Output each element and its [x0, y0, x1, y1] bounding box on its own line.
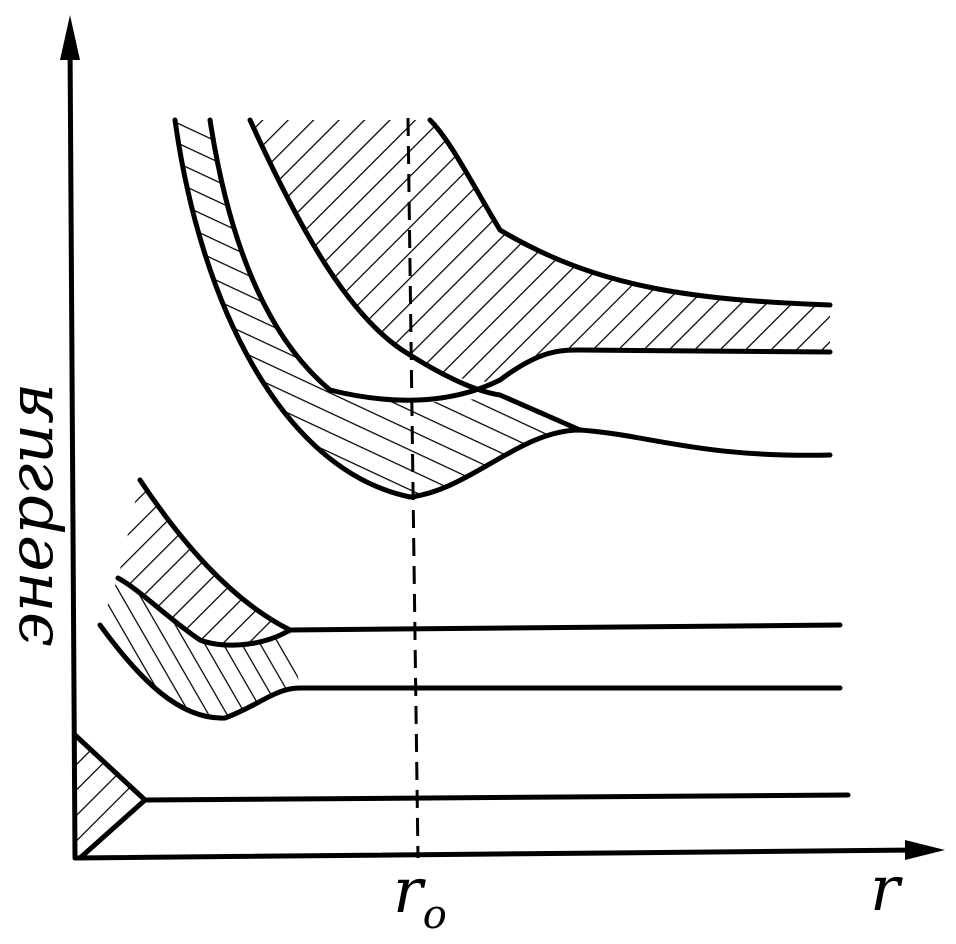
curve: [72, 732, 851, 861]
band-2: [250, 120, 830, 382]
hatched-regions: [75, 120, 830, 858]
curve: [97, 622, 843, 721]
curve: [247, 117, 583, 433]
y-axis: [67, 37, 78, 861]
curve: [115, 575, 843, 648]
axes: [60, 15, 945, 861]
x-axis-label: r: [870, 852, 903, 925]
band-edges: [72, 117, 851, 861]
curve: [172, 117, 833, 500]
curve: [137, 477, 293, 633]
curve: [427, 117, 833, 308]
band-1: [175, 120, 580, 497]
band-5: [75, 735, 145, 858]
x-arrow: [905, 840, 945, 860]
r0-main: r: [393, 854, 426, 927]
r0-label: ro: [393, 854, 447, 938]
y-arrow: [60, 15, 80, 60]
r0-subscript: o: [423, 892, 447, 938]
r0-marker: [406, 117, 420, 859]
y-axis-label: энергия: [0, 383, 67, 647]
x-axis: [72, 847, 923, 861]
curve: [207, 117, 833, 403]
